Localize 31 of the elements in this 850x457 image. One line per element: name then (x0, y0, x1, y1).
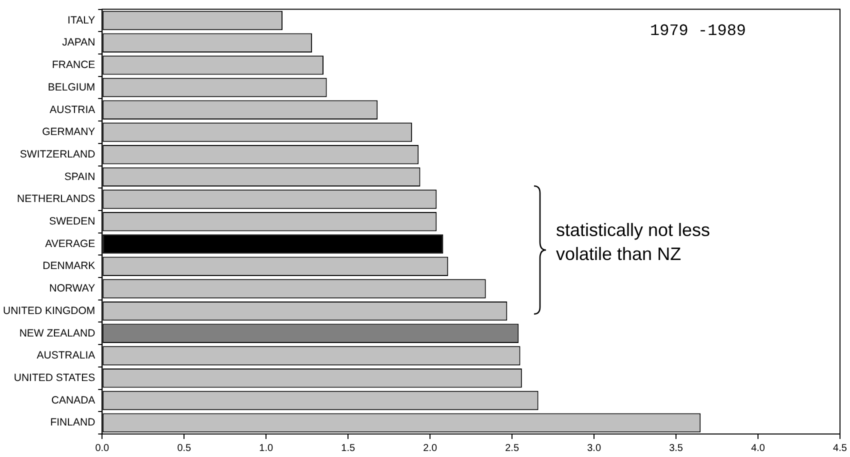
y-tick-label: AUSTRALIA (36, 350, 96, 362)
x-tick-label: 2.0 (423, 442, 438, 454)
y-tick-label: FINLAND (50, 416, 96, 429)
y-tick-label: CANADA (51, 394, 96, 406)
y-tick-label: FRANCE (52, 59, 96, 72)
x-tick-label: 1.0 (259, 442, 274, 454)
y-tick-label: SWEDEN (49, 216, 96, 228)
y-tick-label: NEW ZEALAND (19, 327, 96, 340)
x-tick-label: 2.5 (505, 442, 520, 454)
x-tick-label: 0.5 (177, 442, 192, 454)
x-tick-label: 1.5 (341, 442, 356, 454)
x-tick-label: 4.0 (751, 442, 766, 454)
y-tick-label: NETHERLANDS (16, 193, 96, 206)
y-tick-label: UNITED STATES (14, 372, 96, 384)
y-tick-label: UNITED KINGDOM (2, 304, 96, 317)
x-tick-label: 3.5 (669, 442, 684, 454)
y-tick-label: SPAIN (64, 170, 96, 183)
y-tick-label: SWITZERLAND (20, 148, 96, 160)
y-tick-label: GERMANY (42, 126, 96, 138)
x-tick-label: 3.0 (587, 442, 602, 454)
y-tick-label: ITALY (68, 14, 96, 26)
x-tick-label: 4.5 (833, 442, 848, 454)
y-tick-label: BELGIUM (48, 81, 96, 94)
y-tick-label: AVERAGE (45, 238, 96, 250)
y-tick-label: DENMARK (42, 260, 96, 272)
y-tick-label: JAPAN (62, 36, 96, 49)
x-tick-label: 0.0 (95, 442, 110, 454)
y-tick-label: NORWAY (49, 282, 96, 295)
y-tick-label: AUSTRIA (50, 104, 96, 116)
annotation: statistically not less volatile than NZ (556, 219, 712, 266)
annotation: 1979 -1989 (650, 22, 746, 40)
